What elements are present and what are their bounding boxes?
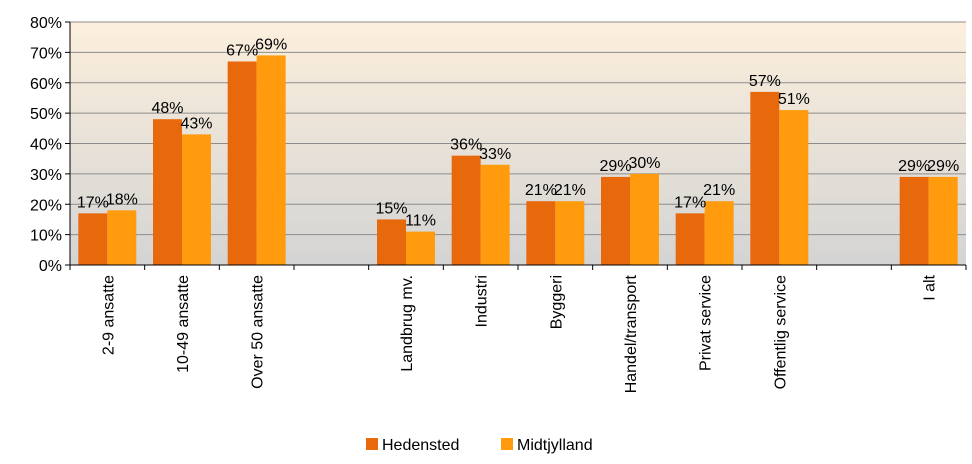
bar-hedensted [227,61,257,265]
bar-midtjylland [107,210,137,265]
data-label: 17% [77,194,109,211]
x-tick-label: Over 50 ansatte [250,275,267,389]
x-tick-label: Industri [474,275,491,327]
bars [78,55,958,266]
data-labels: 17%18%48%43%67%69%15%11%36%33%21%21%29%3… [77,36,959,229]
legend-label: Midtjylland [517,437,593,454]
x-tick-label: Offentlig service [772,275,789,390]
data-label: 30% [628,155,660,172]
x-tick-label: Privat service [698,275,715,371]
data-label: 21% [703,182,735,199]
legend: Hedensted Midtjylland [366,437,593,454]
x-tick-label: 2-9 ansatte [100,275,117,355]
data-label: 29% [927,158,959,175]
y-tick-label: 50% [30,106,62,123]
x-axis-ticks: 2-9 ansatte 10-49 ansatte Over 50 ansatte L… [69,265,967,393]
bar-hedensted [899,176,929,265]
data-label: 51% [778,91,810,108]
bar-hedensted [601,176,630,265]
data-label: 29% [898,158,930,175]
data-label: 29% [599,158,631,175]
y-tick-label: 40% [30,137,62,154]
y-tick-label: 80% [30,15,62,32]
bar-midtjylland [555,201,585,265]
data-label: 43% [180,115,212,132]
bar-midtjylland [704,201,734,265]
bar-midtjylland [630,173,659,265]
data-label: 57% [749,73,781,90]
bar-hedensted [377,219,406,265]
bar-midtjylland [406,231,435,265]
data-label: 69% [255,36,287,53]
x-tick-label: 10-49 ansatte [175,275,192,373]
y-tick-label: 30% [30,167,62,184]
bar-hedensted [451,155,481,265]
bar-hedensted [78,213,108,265]
bar-midtjylland [928,176,958,265]
legend-swatch [366,438,378,450]
data-label: 21% [554,182,586,199]
y-tick-label: 70% [30,45,62,62]
data-label: 15% [375,200,407,217]
y-tick-label: 20% [30,197,62,214]
data-label: 11% [405,213,436,230]
x-tick-label: Landbrug mv. [399,275,416,372]
y-axis-ticks: 0% 10% 20% 30% 40% 50% 60% 70% 80% [30,15,70,275]
data-label: 18% [106,191,138,208]
bar-midtjylland [182,134,211,265]
bar-midtjylland [480,164,510,265]
y-tick-label: 0% [39,258,62,275]
y-tick-label: 60% [30,76,62,93]
bar-hedensted [153,119,182,265]
data-label: 21% [525,182,557,199]
bar-hedensted [675,213,705,265]
bar-hedensted [750,91,780,265]
x-tick-label: Byggeri [548,275,565,329]
data-label: 36% [450,137,482,154]
x-tick-label: I alt [922,274,939,300]
bar-midtjylland [256,55,286,265]
bar-hedensted [526,201,556,265]
legend-swatch [501,438,513,450]
legend-label: Hedensted [382,437,459,454]
x-tick-label: Handel/transport [623,274,640,393]
y-tick-label: 10% [30,228,62,245]
data-label: 67% [226,42,258,59]
data-label: 33% [479,146,511,163]
bar-midtjylland [779,110,809,266]
data-label: 17% [674,194,706,211]
data-label: 48% [151,100,183,117]
